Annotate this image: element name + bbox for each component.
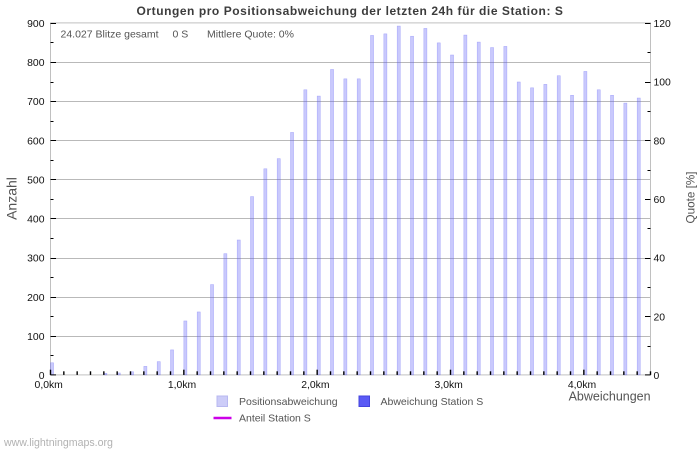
- svg-text:700: 700: [27, 97, 45, 108]
- svg-text:24.027 Blitze gesamt: 24.027 Blitze gesamt: [61, 29, 159, 41]
- svg-text:4,0km: 4,0km: [568, 380, 596, 391]
- svg-text:Quote [%]: Quote [%]: [684, 172, 697, 224]
- svg-text:900: 900: [27, 19, 45, 30]
- svg-text:0: 0: [39, 371, 45, 382]
- svg-text:800: 800: [27, 58, 45, 69]
- svg-text:100: 100: [27, 332, 45, 343]
- svg-text:Ortungen pro Positionsabweichu: Ortungen pro Positionsabweichung der let…: [137, 4, 564, 18]
- svg-text:600: 600: [27, 136, 45, 147]
- svg-text:3,0km: 3,0km: [435, 380, 463, 391]
- svg-text:Abweichung Station S: Abweichung Station S: [381, 396, 484, 408]
- svg-text:0: 0: [654, 371, 660, 382]
- svg-text:300: 300: [27, 254, 45, 265]
- svg-text:60: 60: [654, 195, 666, 206]
- svg-text:40: 40: [654, 254, 666, 265]
- svg-text:Anteil Station S: Anteil Station S: [239, 413, 311, 425]
- svg-text:0,0km: 0,0km: [35, 380, 63, 391]
- svg-text:Anzahl: Anzahl: [4, 177, 20, 220]
- svg-text:200: 200: [27, 293, 45, 304]
- svg-text:Positionsabweichung: Positionsabweichung: [239, 396, 338, 408]
- svg-text:20: 20: [654, 312, 666, 323]
- svg-text:400: 400: [27, 215, 45, 226]
- svg-text:2,0km: 2,0km: [301, 380, 329, 391]
- svg-text:0 S: 0 S: [173, 29, 189, 41]
- svg-text:Abweichungen: Abweichungen: [569, 390, 651, 404]
- svg-text:80: 80: [654, 136, 666, 147]
- svg-text:1,0km: 1,0km: [168, 380, 196, 391]
- svg-text:Mittlere Quote: 0%: Mittlere Quote: 0%: [207, 29, 294, 41]
- svg-text:120: 120: [654, 19, 672, 30]
- svg-text:100: 100: [654, 78, 672, 89]
- svg-text:www.lightningmaps.org: www.lightningmaps.org: [3, 437, 113, 449]
- svg-text:500: 500: [27, 175, 45, 186]
